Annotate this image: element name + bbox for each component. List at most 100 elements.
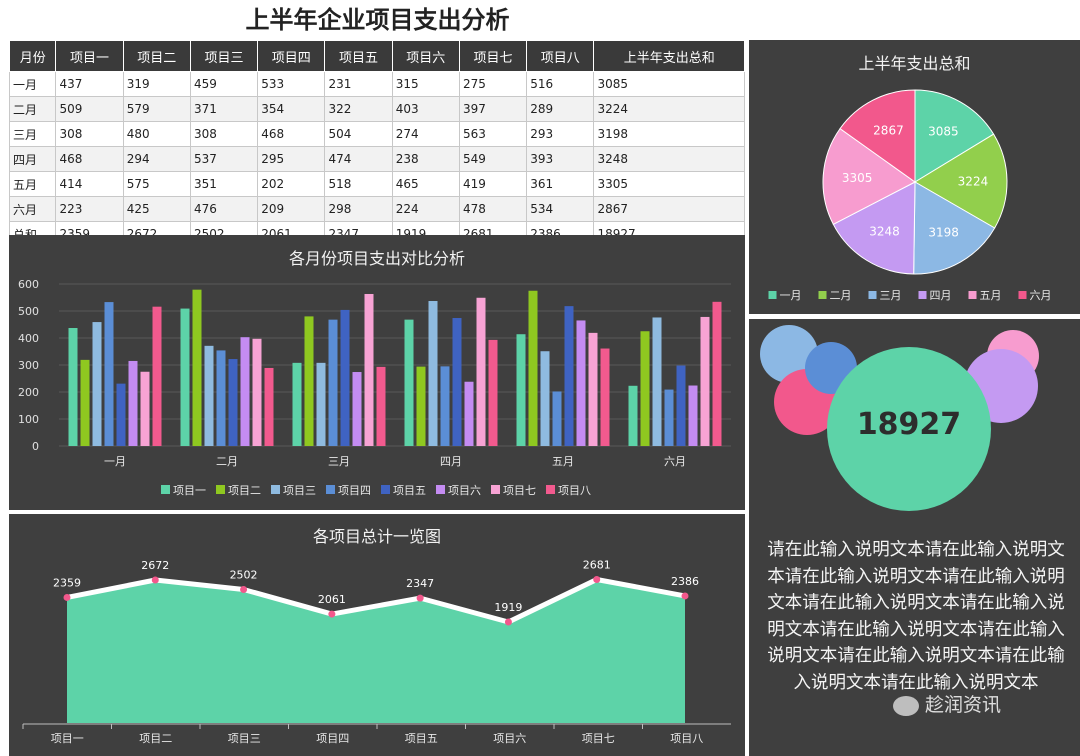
data-label: 2359 (53, 576, 81, 589)
bar (328, 319, 338, 446)
table-cell: 480 (122, 121, 191, 147)
legend-swatch (1018, 291, 1027, 299)
bar (628, 385, 638, 446)
bar (240, 337, 250, 446)
page-title: 上半年企业项目支出分析 (245, 6, 510, 34)
data-label: 2502 (230, 568, 258, 581)
table-cell: 354 (257, 96, 326, 122)
legend-label: 项目七 (503, 484, 536, 497)
table-cell: 275 (458, 71, 528, 97)
table-cell: 533 (257, 71, 326, 97)
y-tick-label: 600 (18, 278, 39, 291)
table-cell: 289 (526, 96, 595, 122)
bar (700, 316, 710, 446)
table-cell: 516 (526, 71, 595, 97)
data-label: 2681 (583, 558, 611, 571)
data-point (416, 594, 424, 602)
table-cell: 319 (122, 71, 191, 97)
pie-value-label: 2867 (873, 123, 904, 137)
legend-label: 项目一 (173, 484, 206, 497)
bar (192, 289, 202, 446)
data-label: 2061 (318, 593, 346, 606)
table-cell: 六月 (8, 196, 57, 222)
table-cell: 414 (55, 171, 124, 197)
x-category-label: 项目五 (405, 732, 438, 745)
bar (128, 360, 138, 446)
area-chart-title: 各项目总计一览图 (312, 527, 441, 546)
x-category-label: 项目六 (493, 732, 526, 745)
pie-slice (832, 181, 916, 275)
bar (140, 371, 150, 446)
bar (464, 381, 474, 446)
table-header-cell: 上半年支出总和 (593, 40, 745, 72)
y-tick-label: 200 (18, 386, 39, 399)
legend-label: 项目六 (448, 484, 481, 497)
table-cell: 468 (257, 121, 326, 147)
table-cell: 322 (324, 96, 393, 122)
pie-slice (914, 89, 995, 183)
table-cell: 293 (526, 121, 595, 147)
bar (204, 345, 214, 446)
bubble-decoration (760, 325, 818, 383)
table-cell: 563 (458, 121, 528, 147)
y-tick-label: 400 (18, 332, 39, 345)
legend-label: 三月 (880, 289, 902, 302)
bar (588, 332, 598, 446)
x-category-label: 一月 (104, 455, 126, 468)
table-header-cell: 项目三 (189, 40, 259, 72)
bar (340, 309, 350, 446)
table-cell: 238 (391, 146, 460, 172)
bar (652, 317, 662, 446)
table-cell: 231 (324, 71, 393, 97)
bar (152, 306, 162, 446)
table-cell: 274 (391, 121, 460, 147)
bar (488, 339, 498, 446)
table-header-cell: 月份 (8, 40, 57, 72)
table-cell: 397 (458, 96, 528, 122)
bar (516, 334, 526, 446)
table-row: 四月 468 294 537 295 474 238 549 393 3248 (8, 146, 745, 172)
table-cell: 五月 (8, 171, 57, 197)
legend-label: 项目八 (558, 484, 591, 497)
y-tick-label: 0 (32, 440, 39, 453)
table-cell: 308 (55, 121, 124, 147)
table-row: 一月 437 319 459 533 231 315 275 516 3085 (8, 71, 745, 97)
legend-swatch (818, 291, 827, 299)
table-cell: 202 (257, 171, 326, 197)
bar (428, 301, 438, 446)
pie-slice (839, 89, 916, 183)
y-tick-label: 300 (18, 359, 39, 372)
legend-swatch (918, 291, 927, 299)
x-category-label: 项目一 (51, 732, 84, 745)
pie-value-label: 3224 (958, 174, 989, 188)
bar (688, 385, 698, 446)
table-cell: 308 (189, 121, 259, 147)
table-cell: 3305 (593, 171, 745, 197)
total-value: 18927 (856, 407, 962, 442)
data-point (240, 585, 248, 593)
table-row: 五月 414 575 351 202 518 465 419 361 3305 (8, 171, 745, 197)
x-category-label: 四月 (440, 455, 462, 468)
bar (476, 297, 486, 446)
table-cell: 2867 (593, 196, 745, 222)
bar (80, 359, 90, 446)
x-category-label: 五月 (552, 455, 574, 468)
table-cell: 534 (526, 196, 595, 222)
bubbles-graphic (760, 325, 1039, 511)
area-chart-panel: 各项目总计一览图 2359 2672 2502 2061 2347 1919 2681 238… (9, 514, 745, 756)
legend-label: 五月 (980, 289, 1002, 302)
legend-swatch (768, 291, 777, 299)
legend-swatch (271, 485, 280, 494)
pie-slice (914, 133, 1008, 229)
legend-swatch (868, 291, 877, 299)
table-row: 六月 223 425 476 209 298 224 478 534 2867 (8, 196, 745, 222)
data-point (151, 576, 159, 584)
bar (440, 366, 450, 446)
summary-panel: 18927 (749, 319, 1080, 756)
table-cell: 298 (324, 196, 393, 222)
table-cell: 476 (189, 196, 259, 222)
bar-chart-title: 各月份项目支出对比分析 (288, 249, 465, 268)
bar (676, 365, 686, 446)
legend-label: 项目二 (228, 484, 261, 497)
bar (640, 331, 650, 446)
